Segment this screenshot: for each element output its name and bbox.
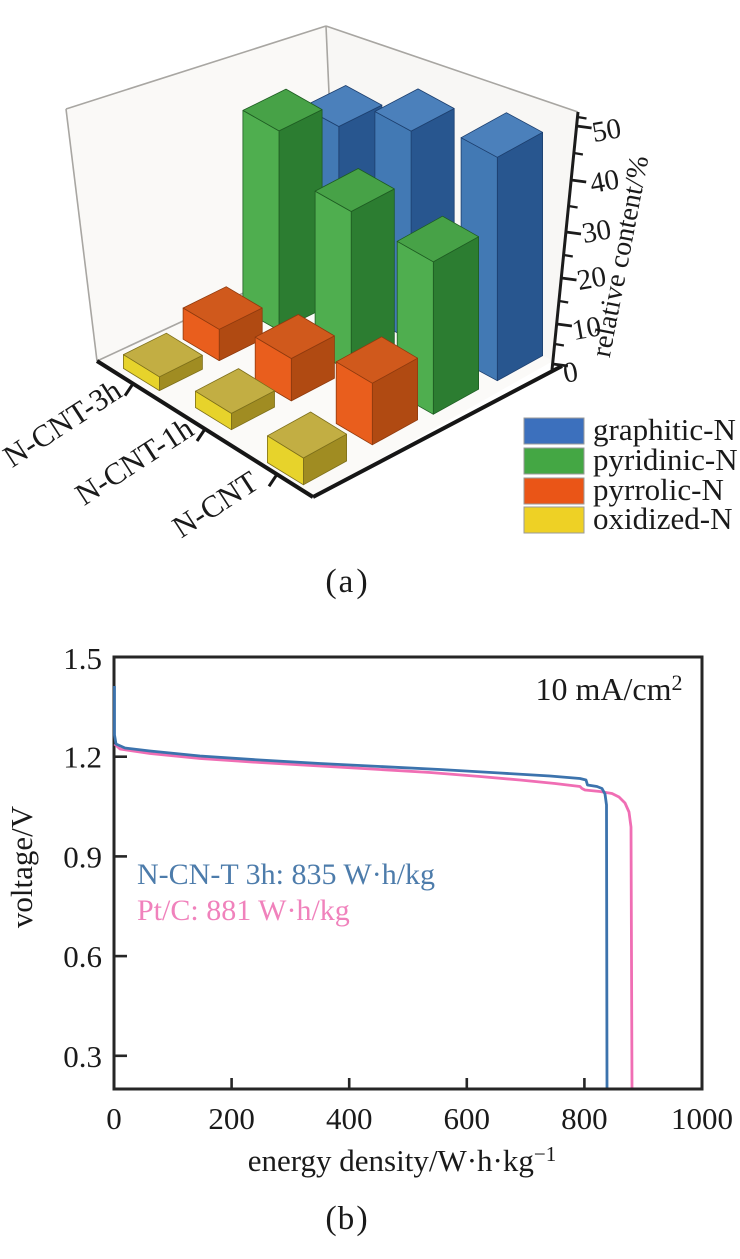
svg-text:0.3: 0.3 xyxy=(63,1039,102,1074)
svg-text:Pt/C: 881 W·h/kg: Pt/C: 881 W·h/kg xyxy=(137,894,350,927)
svg-text:1000: 1000 xyxy=(671,1101,733,1136)
svg-text:b: b xyxy=(338,1201,355,1237)
svg-text:30: 30 xyxy=(580,213,614,250)
svg-text:a: a xyxy=(339,564,354,600)
svg-text:200: 200 xyxy=(208,1101,255,1136)
svg-text:pyrrolic-N: pyrrolic-N xyxy=(593,472,724,507)
svg-text:(: ( xyxy=(325,563,336,600)
svg-text:0: 0 xyxy=(106,1101,122,1136)
svg-text:400: 400 xyxy=(326,1101,373,1136)
svg-text:10 mA/cm2: 10 mA/cm2 xyxy=(536,670,683,707)
svg-text:(: ( xyxy=(325,1200,336,1237)
svg-text:600: 600 xyxy=(444,1101,491,1136)
svg-text:40: 40 xyxy=(588,163,622,200)
svg-text:): ) xyxy=(356,1200,367,1237)
svg-text:): ) xyxy=(356,563,367,600)
svg-text:20: 20 xyxy=(575,260,609,297)
svg-text:oxidized-N: oxidized-N xyxy=(593,501,732,536)
svg-text:0: 0 xyxy=(561,356,581,390)
svg-text:0.6: 0.6 xyxy=(63,939,102,974)
svg-text:1.2: 1.2 xyxy=(63,740,102,775)
svg-text:pyridinic-N: pyridinic-N xyxy=(593,442,738,477)
svg-text:10: 10 xyxy=(570,310,604,347)
svg-text:N-CN-T 3h: 835 W·h/kg: N-CN-T 3h: 835 W·h/kg xyxy=(137,858,435,891)
svg-text:0.9: 0.9 xyxy=(63,839,102,874)
svg-text:graphitic-N: graphitic-N xyxy=(593,412,736,447)
svg-text:800: 800 xyxy=(561,1101,608,1136)
svg-text:50: 50 xyxy=(590,112,624,149)
svg-text:energy density/W·h·kg−1: energy density/W·h·kg−1 xyxy=(248,1142,556,1178)
svg-text:1.5: 1.5 xyxy=(63,641,102,676)
svg-text:voltage/V: voltage/V xyxy=(4,805,39,928)
